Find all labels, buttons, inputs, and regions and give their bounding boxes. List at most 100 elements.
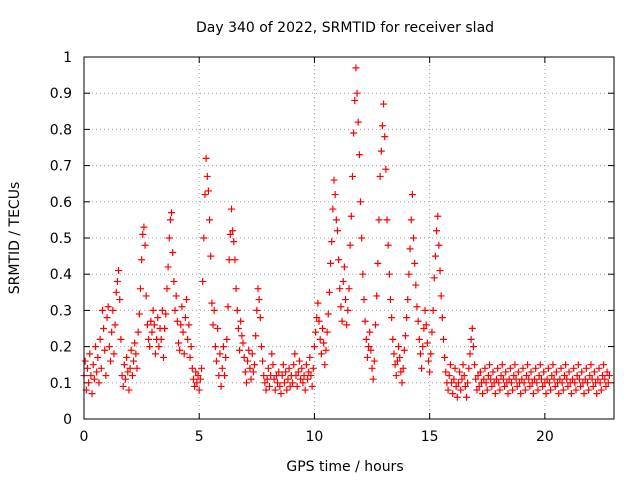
- data-point: [245, 346, 253, 354]
- data-point: [433, 227, 441, 235]
- data-point: [582, 364, 590, 372]
- data-point: [473, 386, 481, 394]
- data-point: [103, 314, 111, 322]
- data-point: [395, 343, 403, 351]
- data-point: [283, 386, 291, 394]
- data-point: [222, 353, 230, 361]
- data-point: [94, 353, 102, 361]
- data-point: [439, 335, 447, 343]
- data-point: [255, 296, 263, 304]
- data-point: [422, 321, 430, 329]
- data-point: [305, 368, 313, 376]
- data-point: [601, 375, 609, 383]
- data-point: [284, 375, 292, 383]
- data-point: [300, 372, 308, 380]
- data-point: [367, 346, 375, 354]
- data-point: [428, 328, 436, 336]
- data-point: [163, 285, 171, 293]
- tick-labels: 0 5 10 15 20 0 0.1 0.2 0.3 0.4 0.5 0.6 0.7 0.8 0.9 1: [50, 50, 554, 445]
- data-point: [567, 390, 575, 398]
- data-point: [270, 375, 278, 383]
- data-point: [437, 292, 445, 300]
- data-point: [204, 187, 212, 195]
- data-point: [359, 270, 367, 278]
- data-point: [533, 379, 541, 387]
- data-point: [132, 350, 140, 358]
- data-point: [282, 368, 290, 376]
- data-point: [87, 372, 95, 380]
- data-point: [135, 310, 143, 318]
- data-point: [310, 343, 318, 351]
- data-point: [350, 129, 358, 137]
- data-point: [507, 379, 515, 387]
- data-point: [319, 325, 326, 332]
- data-point: [251, 361, 259, 369]
- data-point: [548, 372, 556, 380]
- data-point: [196, 375, 204, 383]
- data-point: [564, 382, 572, 390]
- data-point: [278, 372, 286, 380]
- data-point: [168, 209, 176, 217]
- data-point: [301, 386, 309, 394]
- data-point: [407, 216, 415, 224]
- data-point: [142, 292, 150, 300]
- data-point: [206, 216, 214, 224]
- data-point: [298, 364, 306, 372]
- data-point: [302, 361, 310, 369]
- data-point: [105, 343, 113, 351]
- data-point: [180, 350, 188, 358]
- data-point: [421, 306, 429, 314]
- data-point: [232, 285, 240, 293]
- data-point: [557, 364, 565, 372]
- y-tick-label: 0.9: [50, 86, 72, 102]
- data-point: [366, 328, 374, 336]
- y-axis-label: SRMTID / TECUs: [7, 182, 23, 295]
- data-point: [119, 382, 127, 390]
- data-point: [338, 317, 346, 325]
- data-point: [370, 357, 378, 365]
- data-point: [460, 372, 468, 380]
- data-point: [535, 372, 543, 380]
- data-point: [226, 230, 234, 238]
- data-point: [549, 361, 557, 369]
- data-point: [368, 364, 376, 372]
- data-point: [389, 335, 397, 343]
- data-point: [118, 372, 126, 380]
- data-point: [560, 372, 568, 380]
- data-point: [468, 325, 476, 332]
- data-point: [171, 306, 179, 314]
- data-point: [454, 379, 462, 387]
- data-point: [511, 361, 519, 369]
- data-point: [423, 339, 431, 347]
- data-point: [294, 368, 302, 376]
- data-point: [496, 386, 504, 394]
- data-point: [489, 368, 497, 376]
- data-point: [96, 335, 104, 343]
- data-point: [510, 372, 518, 380]
- data-point: [208, 299, 216, 307]
- data-point: [597, 386, 605, 394]
- data-point: [259, 357, 267, 365]
- data-point: [481, 364, 489, 372]
- data-point: [150, 321, 158, 329]
- data-point: [210, 306, 218, 314]
- data-point: [189, 375, 197, 383]
- data-point: [316, 335, 324, 343]
- data-point: [192, 368, 200, 376]
- data-point: [145, 335, 153, 343]
- y-tick-label: 0.6: [50, 195, 72, 211]
- data-point: [309, 364, 317, 372]
- data-point: [161, 325, 169, 332]
- data-point: [158, 306, 166, 314]
- data-point: [133, 364, 141, 372]
- data-point: [572, 386, 580, 394]
- data-point: [111, 321, 119, 329]
- data-point: [465, 364, 473, 372]
- data-point: [495, 379, 503, 387]
- data-point: [412, 281, 420, 289]
- data-point: [230, 238, 238, 246]
- data-point: [384, 241, 392, 249]
- data-point: [227, 205, 235, 213]
- data-point: [101, 346, 109, 354]
- data-point: [337, 303, 345, 311]
